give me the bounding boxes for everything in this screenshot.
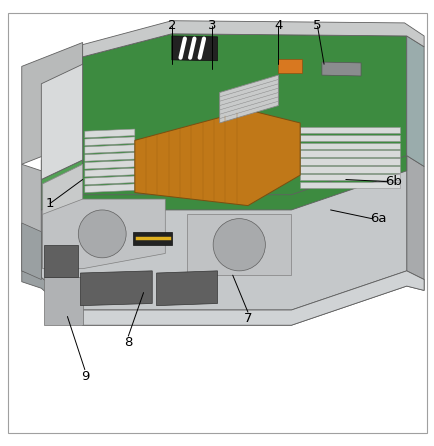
Polygon shape <box>22 42 82 164</box>
Text: 6b: 6b <box>385 175 401 188</box>
Polygon shape <box>132 232 171 245</box>
Polygon shape <box>85 129 135 138</box>
Polygon shape <box>135 110 299 206</box>
Polygon shape <box>22 164 41 277</box>
Polygon shape <box>41 153 406 210</box>
Polygon shape <box>299 135 399 141</box>
Polygon shape <box>43 199 165 268</box>
Polygon shape <box>321 62 360 76</box>
Polygon shape <box>278 58 302 73</box>
Polygon shape <box>85 145 135 153</box>
Polygon shape <box>299 150 399 157</box>
Polygon shape <box>43 277 82 325</box>
Polygon shape <box>299 158 399 165</box>
Polygon shape <box>41 64 82 179</box>
Text: 9: 9 <box>80 370 89 383</box>
Text: 8: 8 <box>124 336 132 349</box>
Polygon shape <box>41 153 406 310</box>
Polygon shape <box>82 271 423 325</box>
Polygon shape <box>82 34 406 195</box>
Polygon shape <box>171 36 217 61</box>
Text: 3: 3 <box>207 19 216 32</box>
Text: 4: 4 <box>273 19 282 32</box>
Text: 2: 2 <box>167 19 176 32</box>
Polygon shape <box>85 137 135 145</box>
Polygon shape <box>299 166 399 173</box>
Polygon shape <box>299 182 399 188</box>
Polygon shape <box>156 271 217 306</box>
Polygon shape <box>85 153 135 161</box>
Text: 1: 1 <box>46 197 54 210</box>
Polygon shape <box>85 168 135 177</box>
Polygon shape <box>82 21 423 57</box>
Polygon shape <box>406 36 423 166</box>
Polygon shape <box>43 164 82 268</box>
Polygon shape <box>299 143 399 149</box>
Polygon shape <box>41 160 82 210</box>
Polygon shape <box>85 176 135 185</box>
Polygon shape <box>299 127 399 133</box>
Polygon shape <box>22 223 41 280</box>
Polygon shape <box>80 271 152 306</box>
Text: 5: 5 <box>312 19 321 32</box>
Polygon shape <box>406 156 423 280</box>
Circle shape <box>78 210 126 258</box>
Polygon shape <box>219 75 278 123</box>
Polygon shape <box>43 245 78 277</box>
Circle shape <box>213 219 265 271</box>
Text: 7: 7 <box>243 312 252 325</box>
Polygon shape <box>85 184 135 193</box>
Polygon shape <box>299 174 399 180</box>
Polygon shape <box>187 214 291 275</box>
Polygon shape <box>85 161 135 169</box>
Text: 6a: 6a <box>369 212 386 225</box>
Polygon shape <box>22 271 423 325</box>
